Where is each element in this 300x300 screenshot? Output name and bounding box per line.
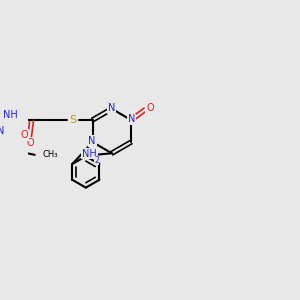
Text: N: N — [128, 114, 135, 124]
Text: NH: NH — [82, 148, 97, 158]
Text: N: N — [108, 103, 116, 113]
Text: 2: 2 — [94, 156, 99, 165]
Text: NH: NH — [3, 110, 18, 120]
Text: CH₃: CH₃ — [43, 150, 58, 159]
Text: O: O — [26, 138, 34, 148]
Text: O: O — [146, 103, 154, 113]
Text: N: N — [88, 136, 96, 146]
Text: N: N — [0, 126, 4, 136]
Text: O: O — [20, 130, 28, 140]
Text: S: S — [69, 115, 76, 125]
